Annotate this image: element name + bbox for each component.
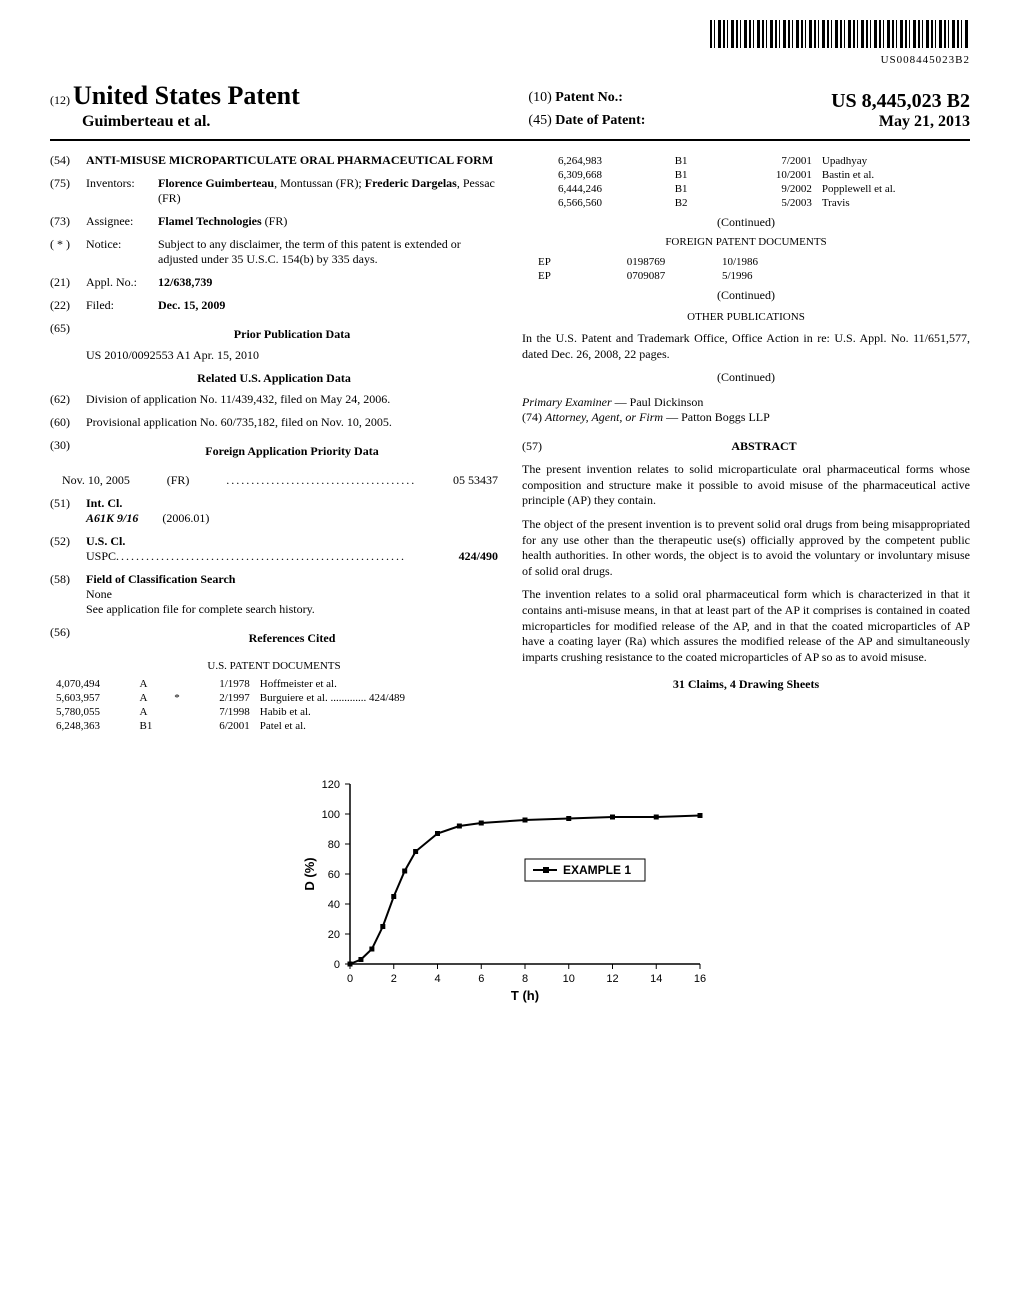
svg-text:60: 60 xyxy=(328,869,340,881)
foreign-docs-table: EP019876910/1986 EP07090875/1996 xyxy=(532,254,980,284)
field-assignee: (73) Assignee: Flamel Technologies (FR) xyxy=(50,214,498,229)
svg-text:T (h): T (h) xyxy=(511,988,539,1003)
svg-text:D (%): D (%) xyxy=(302,857,317,890)
patent-no: US 8,445,023 B2 xyxy=(831,90,970,113)
svg-text:8: 8 xyxy=(522,973,528,985)
field-filed: (22) Filed: Dec. 15, 2009 xyxy=(50,298,498,313)
foreign-title: Foreign Application Priority Data xyxy=(86,444,498,459)
date-code: (45) xyxy=(528,113,551,128)
field-prior-pub: (65) Prior Publication Data US 2010/0092… xyxy=(50,321,498,363)
provisional-text: Provisional application No. 60/735,182, … xyxy=(86,415,498,430)
svg-text:4: 4 xyxy=(434,973,440,985)
left-column: (54) ANTI-MISUSE MICROPARTICULATE ORAL P… xyxy=(50,153,498,734)
barcode-text: US008445023B2 xyxy=(50,54,970,66)
date-value: May 21, 2013 xyxy=(879,113,970,131)
filed-date: Dec. 15, 2009 xyxy=(158,298,225,312)
date-label: Date of Patent: xyxy=(555,113,645,128)
field-classification-search: (58) Field of Classification Search None… xyxy=(50,572,498,617)
us-docs-continued: 6,264,983B17/2001Upadhyay 6,309,668B110/2… xyxy=(552,153,1000,211)
prior-pub-title: Prior Publication Data xyxy=(86,327,498,342)
svg-text:40: 40 xyxy=(328,899,340,911)
prior-pub-line: US 2010/0092553 A1 Apr. 15, 2010 xyxy=(86,348,498,363)
us-docs-table: 4,070,494A1/1978Hoffmeister et al. 5,603,… xyxy=(50,676,498,734)
table-row: 6,309,668B110/2001Bastin et al. xyxy=(554,169,998,181)
svg-text:10: 10 xyxy=(563,973,575,985)
authors: Guimberteau et al. xyxy=(50,113,492,131)
svg-text:2: 2 xyxy=(391,973,397,985)
svg-text:16: 16 xyxy=(694,973,706,985)
continued-3: (Continued) xyxy=(522,370,970,385)
table-row: 5,780,055A7/1998Habib et al. xyxy=(52,706,496,718)
patent-no-code: (10) xyxy=(528,90,551,105)
us-docs-title: U.S. PATENT DOCUMENTS xyxy=(50,660,498,672)
header-right: (10) Patent No.: US 8,445,023 B2 (45) Da… xyxy=(528,81,970,131)
svg-text:EXAMPLE 1: EXAMPLE 1 xyxy=(563,863,631,877)
field-notice: ( * ) Notice: Subject to any disclaimer,… xyxy=(50,237,498,267)
assignee-text: Flamel Technologies (FR) xyxy=(158,214,498,229)
svg-text:120: 120 xyxy=(322,779,340,791)
claims-line: 31 Claims, 4 Drawing Sheets xyxy=(522,677,970,692)
continued-1: (Continued) xyxy=(522,215,970,230)
foreign-docs-title: FOREIGN PATENT DOCUMENTS xyxy=(522,236,970,248)
field-foreign: (30) Foreign Application Priority Data xyxy=(50,438,498,465)
field-appl: (21) Appl. No.: 12/638,739 xyxy=(50,275,498,290)
svg-text:12: 12 xyxy=(606,973,618,985)
inventors-text: Florence Guimberteau, Montussan (FR); Fr… xyxy=(158,176,498,206)
abstract-p3: The invention relates to a solid oral ph… xyxy=(522,587,970,665)
abstract-p2: The object of the present invention is t… xyxy=(522,517,970,579)
table-row: 6,248,363B16/2001Patel et al. xyxy=(52,720,496,732)
dissolution-chart: 0 2 4 6 8 10 12 14 16 0 20 40 60 80 100 120 T (h) D (%) EX… xyxy=(300,764,720,1004)
table-row: 6,444,246B19/2002Popplewell et al. xyxy=(554,183,998,195)
field-references: (56) References Cited xyxy=(50,625,498,652)
examiner-line: Primary Examiner — Paul Dickinson xyxy=(522,395,970,410)
abstract-header: (57) ABSTRACT xyxy=(522,439,970,454)
field-uscl: (52) U.S. Cl. USPC .....................… xyxy=(50,534,498,564)
field-division: (62) Division of application No. 11/439,… xyxy=(50,392,498,407)
svg-text:6: 6 xyxy=(478,973,484,985)
barcode-section: US008445023B2 xyxy=(50,20,970,66)
other-pub-text: In the U.S. Patent and Trademark Office,… xyxy=(522,331,970,362)
svg-text:20: 20 xyxy=(328,929,340,941)
table-row: 4,070,494A1/1978Hoffmeister et al. xyxy=(52,678,496,690)
svg-text:100: 100 xyxy=(322,809,340,821)
header-left: (12) United States Patent Guimberteau et… xyxy=(50,81,492,131)
field-inventors: (75) Inventors: Florence Guimberteau, Mo… xyxy=(50,176,498,206)
continued-2: (Continued) xyxy=(522,288,970,303)
svg-text:14: 14 xyxy=(650,973,662,985)
related-title: Related U.S. Application Data xyxy=(50,371,498,386)
chart-container: 0 2 4 6 8 10 12 14 16 0 20 40 60 80 100 120 T (h) D (%) EX… xyxy=(50,764,970,1008)
header-prefix: (12) xyxy=(50,93,70,107)
table-row: EP07090875/1996 xyxy=(534,270,978,282)
appl-no: 12/638,739 xyxy=(158,275,212,289)
abstract-p1: The present invention relates to solid m… xyxy=(522,462,970,509)
main-columns: (54) ANTI-MISUSE MICROPARTICULATE ORAL P… xyxy=(50,153,970,734)
table-row: 6,566,560B25/2003Travis xyxy=(554,197,998,209)
attorney-line: (74) Attorney, Agent, or Firm — Patton B… xyxy=(522,410,970,425)
country-title: United States Patent xyxy=(73,81,300,110)
right-column: 6,264,983B17/2001Upadhyay6,309,668B110/2… xyxy=(522,153,970,734)
field-intcl: (51) Int. Cl. A61K 9/16 (2006.01) xyxy=(50,496,498,526)
foreign-priority-line: Nov. 10, 2005 (FR) .....................… xyxy=(50,473,498,488)
notice-text: Subject to any disclaimer, the term of t… xyxy=(158,237,498,267)
patent-no-label: Patent No.: xyxy=(555,90,623,105)
field-title: (54) ANTI-MISUSE MICROPARTICULATE ORAL P… xyxy=(50,153,498,168)
patent-header: (12) United States Patent Guimberteau et… xyxy=(50,81,970,141)
svg-text:80: 80 xyxy=(328,839,340,851)
table-row: EP019876910/1986 xyxy=(534,256,978,268)
table-row: 5,603,957A*2/1997Burguiere et al. ......… xyxy=(52,692,496,704)
barcode-graphic xyxy=(710,20,970,48)
svg-text:0: 0 xyxy=(334,959,340,971)
field-provisional: (60) Provisional application No. 60/735,… xyxy=(50,415,498,430)
svg-text:0: 0 xyxy=(347,973,353,985)
other-pub-title: OTHER PUBLICATIONS xyxy=(522,311,970,323)
invention-title: ANTI-MISUSE MICROPARTICULATE ORAL PHARMA… xyxy=(86,153,498,168)
table-row: 6,264,983B17/2001Upadhyay xyxy=(554,155,998,167)
division-text: Division of application No. 11/439,432, … xyxy=(86,392,498,407)
